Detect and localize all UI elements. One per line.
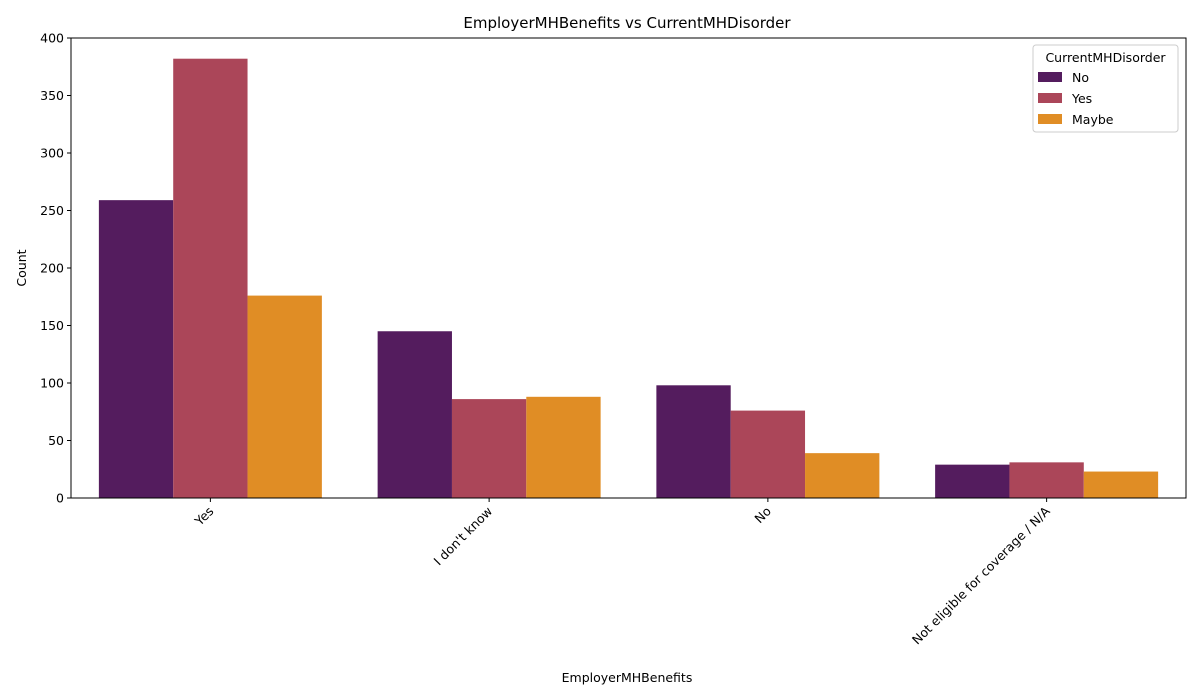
x-tick-label: Not eligible for coverage / N/A: [909, 503, 1053, 647]
legend: CurrentMHDisorder No Yes Maybe: [1032, 44, 1179, 133]
legend-label-no: No: [1072, 70, 1089, 85]
legend-label-maybe: Maybe: [1072, 112, 1114, 127]
legend-label-yes: Yes: [1071, 91, 1092, 106]
y-tick-label: 250: [40, 203, 64, 218]
y-tick-label: 100: [40, 376, 64, 391]
bar-yes-2: [730, 410, 806, 498]
legend-title: CurrentMHDisorder: [1045, 50, 1166, 65]
bars-group: [98, 58, 1159, 498]
plot-frame: [70, 37, 1187, 499]
legend-box: [1032, 44, 1179, 133]
bar-no-1: [377, 331, 452, 498]
legend-swatch-yes: [1038, 93, 1062, 103]
x-tick-label: Yes: [191, 504, 217, 530]
bar-yes-3: [1009, 462, 1084, 498]
legend-swatch-no: [1038, 72, 1062, 82]
y-tick-label: 400: [40, 31, 64, 46]
x-axis-label: EmployerMHBenefits: [562, 670, 693, 685]
x-axis: Yes I don't know No Not eligible for covera…: [191, 498, 1053, 647]
bar-no-2: [656, 385, 731, 498]
bar-maybe-0: [247, 295, 322, 498]
bar-yes-1: [451, 399, 527, 498]
bar-yes-0: [173, 58, 248, 498]
y-tick-label: 150: [40, 318, 64, 333]
y-tick-label: 300: [40, 146, 64, 161]
y-tick-label: 350: [40, 88, 64, 103]
legend-swatch-maybe: [1038, 114, 1062, 124]
chart-title: EmployerMHBenefits vs CurrentMHDisorder: [463, 14, 791, 32]
x-tick-label: I don't know: [431, 504, 496, 569]
y-axis-label: Count: [14, 249, 29, 286]
x-tick-label: No: [751, 504, 774, 527]
bar-no-0: [98, 200, 174, 498]
bar-no-3: [935, 464, 1010, 498]
bar-maybe-2: [805, 453, 880, 498]
y-tick-label: 200: [40, 261, 64, 276]
y-axis: 0 50 100 150 200 250 300 350 400: [40, 31, 71, 506]
y-tick-label: 50: [48, 433, 64, 448]
y-tick-label: 0: [56, 491, 64, 506]
bar-maybe-3: [1083, 471, 1159, 498]
bar-maybe-1: [526, 396, 601, 498]
